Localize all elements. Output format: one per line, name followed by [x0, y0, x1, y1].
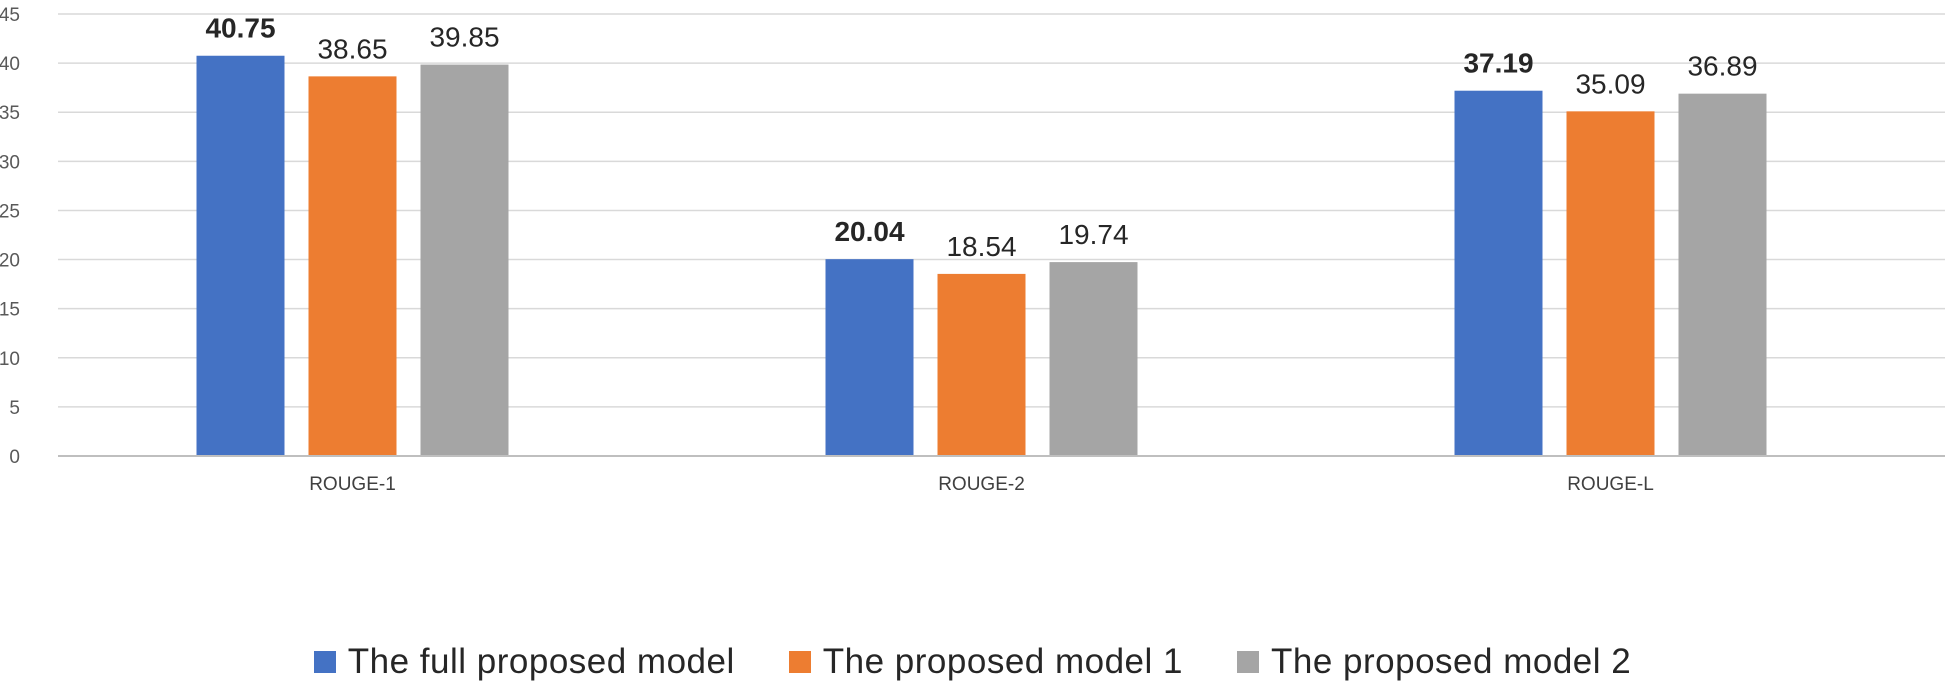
legend: The full proposed model The proposed mod…: [0, 640, 1945, 684]
bar-rouge-l-series-2: [1566, 111, 1655, 456]
y-tick-label: 5: [9, 398, 20, 419]
legend-label-model-1: The proposed model 1: [822, 642, 1183, 681]
data-label: 40.75: [205, 13, 275, 44]
y-tick-label: 10: [0, 349, 20, 370]
bar-rouge-2-series-1: [825, 259, 914, 456]
bars: [196, 55, 1767, 457]
y-tick-label: 25: [0, 201, 20, 222]
bar-rouge-l-series-1: [1454, 90, 1543, 457]
legend-item-full-model: The full proposed model: [313, 642, 735, 682]
data-label: 38.65: [317, 33, 387, 64]
y-tick-label: 30: [0, 152, 20, 173]
y-tick-label: 0: [9, 447, 20, 468]
y-tick-label: 40: [0, 54, 20, 75]
data-label: 20.04: [834, 216, 904, 247]
y-tick-label: 20: [0, 251, 20, 272]
legend-swatch-model-2: [1237, 651, 1259, 673]
x-axis: ROUGE-1 ROUGE-2 ROUGE-L: [58, 455, 1945, 495]
data-label: 35.09: [1575, 68, 1645, 99]
bar-rouge-1-series-2: [308, 76, 397, 457]
legend-label-model-2: The proposed model 2: [1271, 642, 1632, 681]
data-label: 19.74: [1058, 219, 1128, 250]
data-label: 39.85: [429, 22, 499, 53]
bar-rouge-1-series-3: [420, 64, 509, 456]
x-category-label: ROUGE-2: [938, 474, 1025, 495]
legend-swatch-model-1: [788, 651, 811, 673]
legend-item-model-2: The proposed model 2: [1237, 642, 1631, 682]
bar-rouge-2-series-2: [937, 273, 1026, 456]
data-label: 36.89: [1687, 51, 1757, 82]
data-labels: 40.75 38.65 39.85 20.04 18.54 19.74 37.19 35.09…: [205, 13, 1757, 262]
y-tick-label: 45: [0, 5, 20, 26]
bar-rouge-l-series-3: [1678, 93, 1767, 456]
y-tick-label: 15: [0, 300, 20, 321]
legend-swatch-full-model: [313, 651, 336, 673]
y-tick-label: 35: [0, 103, 20, 124]
y-axis: 0 5 10 15 20 25 30 35 40 45: [0, 5, 20, 468]
x-category-label: ROUGE-1: [309, 474, 396, 495]
bar-rouge-2-series-3: [1049, 262, 1138, 456]
bar-rouge-1-series-1: [196, 55, 285, 456]
x-category-label: ROUGE-L: [1567, 474, 1654, 495]
data-label: 18.54: [946, 231, 1016, 262]
legend-item-model-1: The proposed model 1: [788, 642, 1183, 682]
legend-label-full-model: The full proposed model: [347, 642, 735, 681]
data-label: 37.19: [1463, 48, 1533, 79]
